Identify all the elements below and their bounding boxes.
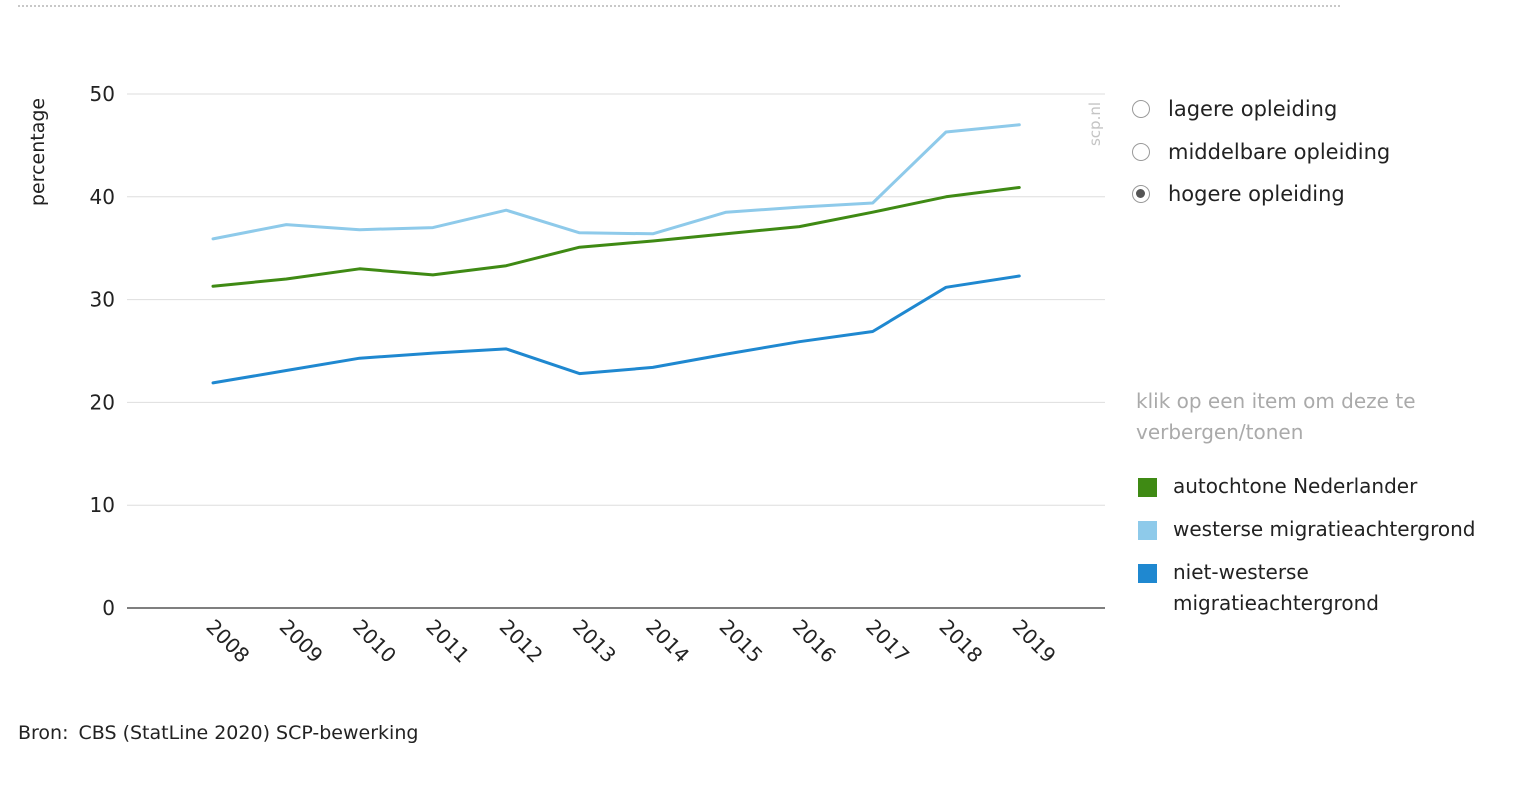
y-tick-label: 10 (90, 493, 115, 517)
x-tick-label: 2008 (201, 615, 254, 668)
y-tick-label: 0 (102, 596, 115, 620)
legend-swatch (1138, 478, 1157, 497)
legend-item-autochtone[interactable]: autochtone Nederlander (1138, 474, 1503, 502)
x-tick-label: 2012 (495, 615, 548, 668)
x-tick-label: 2017 (861, 615, 914, 668)
x-tick-label: 2018 (934, 615, 987, 668)
radio-label: hogere opleiding (1168, 182, 1345, 206)
legend-swatch (1138, 521, 1157, 540)
y-tick-label: 30 (90, 288, 115, 312)
source-text: CBS (StatLine 2020) SCP-bewerking (78, 722, 419, 744)
radio-middelbare-opleiding[interactable]: middelbare opleiding (1132, 137, 1390, 167)
legend-swatch (1138, 564, 1157, 583)
legend-label: autochtone Nederlander (1173, 474, 1418, 498)
radio-hogere-opleiding[interactable]: hogere opleiding (1132, 179, 1345, 209)
x-tick-label: 2016 (788, 615, 841, 668)
top-divider (18, 5, 1340, 7)
series-line (211, 274, 1021, 385)
series-lines (211, 123, 1021, 385)
gridlines (127, 93, 1105, 609)
y-tick-label: 50 (90, 82, 115, 106)
watermark: scp.nl (1086, 102, 1104, 146)
x-tick-label: 2013 (568, 615, 621, 668)
source-note: Bron: CBS (StatLine 2020) SCP-bewerking (18, 722, 428, 744)
y-axis-ticks: 0 10 20 30 40 50 (90, 82, 115, 620)
legend-item-westerse[interactable]: westerse migratieachtergrond (1138, 517, 1503, 545)
radio-lagere-opleiding[interactable]: lagere opleiding (1132, 94, 1337, 124)
x-tick-label: 2014 (641, 615, 694, 668)
y-axis-label: percentage (27, 98, 49, 206)
x-tick-label: 2015 (715, 615, 768, 668)
legend-hint: klik op een item om deze te verbergen/to… (1136, 389, 1416, 444)
source-label: Bron: (18, 722, 69, 744)
line-chart: 0 10 20 30 40 50 2008 2009 2010 2011 2012 2013 2014… (27, 82, 1105, 668)
radio-label: lagere opleiding (1168, 97, 1338, 121)
radio-button-selected[interactable] (1132, 185, 1150, 203)
x-tick-label: 2009 (275, 615, 328, 668)
radio-label: middelbare opleiding (1168, 140, 1391, 164)
radio-button[interactable] (1132, 100, 1150, 118)
x-tick-label: 2019 (1008, 615, 1061, 668)
x-tick-label: 2011 (421, 615, 474, 668)
radio-button[interactable] (1132, 143, 1150, 161)
series-line (211, 186, 1021, 288)
x-tick-label: 2010 (348, 615, 401, 668)
legend-item-niet-westerse[interactable]: niet-westerse migratieachtergrond (1138, 560, 1503, 619)
y-tick-label: 20 (90, 390, 115, 414)
x-axis-ticks: 2008 2009 2010 2011 2012 2013 2014 2015 2016 2017… (201, 615, 1060, 668)
y-tick-label: 40 (90, 185, 115, 209)
legend-label: niet-westerse migratieachtergrond (1173, 560, 1379, 615)
legend-label: westerse migratieachtergrond (1173, 517, 1476, 541)
series-line (211, 123, 1021, 241)
